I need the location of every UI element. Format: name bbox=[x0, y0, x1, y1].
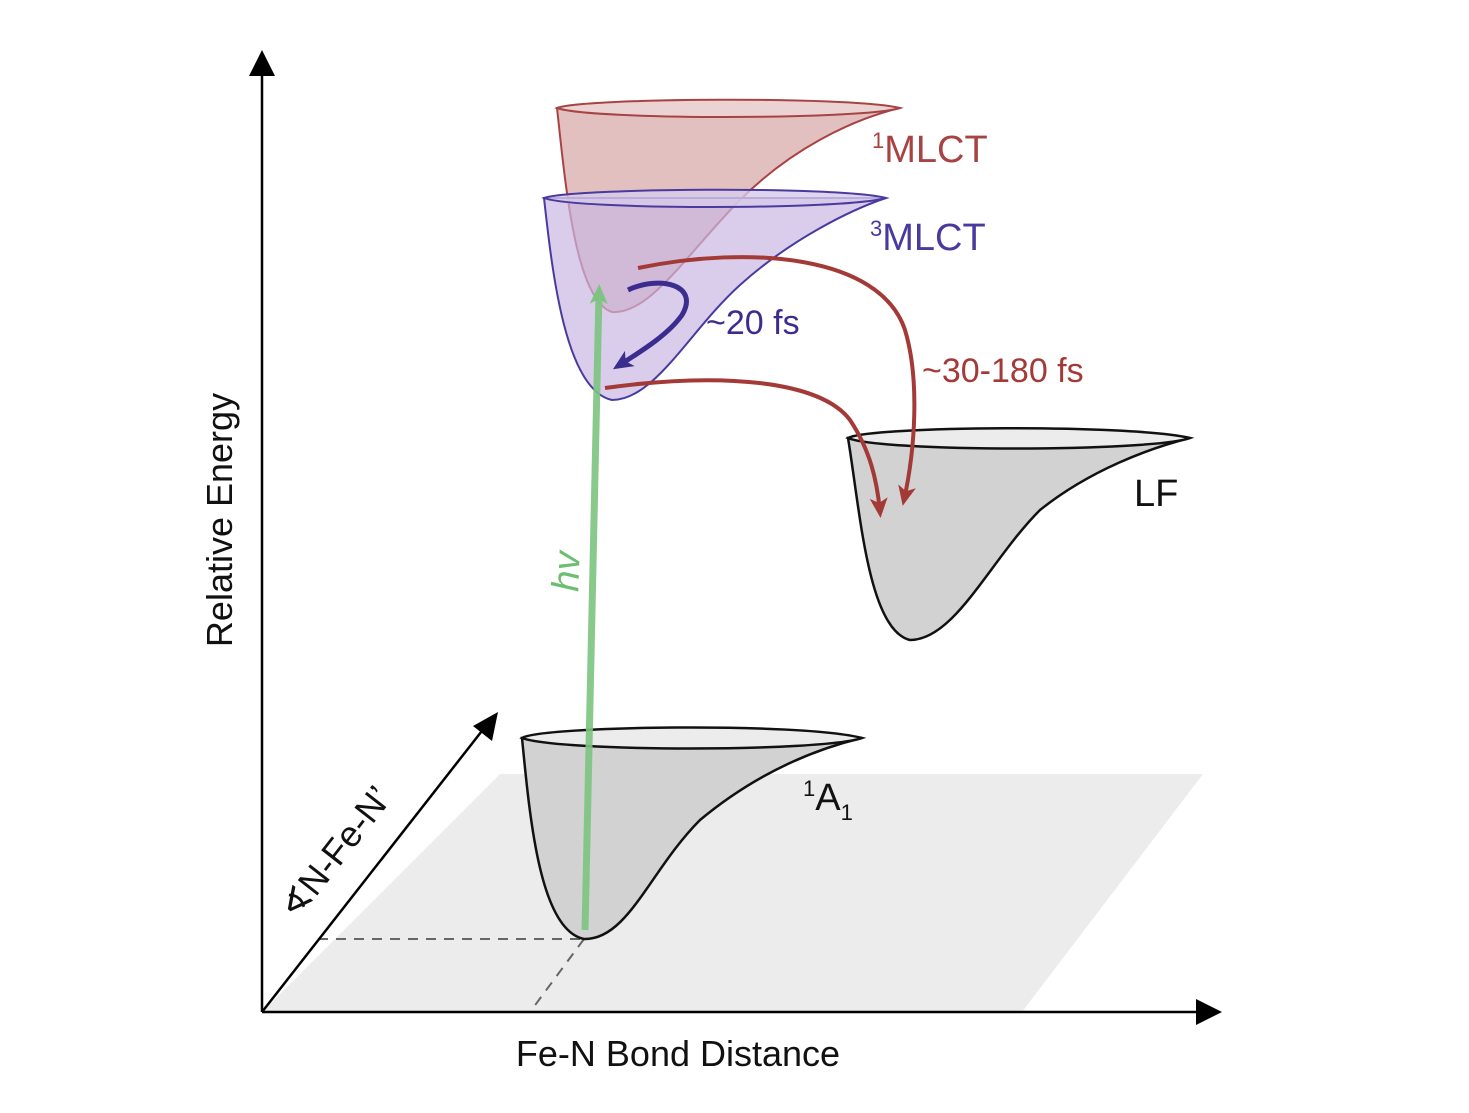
label-1a1-sup: 1 bbox=[803, 776, 815, 801]
y-axis-label: Relative Energy bbox=[199, 393, 240, 647]
well-1a1 bbox=[519, 726, 867, 941]
x-axis-arrowhead bbox=[1196, 999, 1222, 1025]
well-1a1-body bbox=[520, 736, 863, 941]
excitation-arrow bbox=[581, 284, 608, 931]
well-3mlct bbox=[541, 188, 890, 402]
well-lf-body bbox=[846, 436, 1191, 642]
relaxation-arrow-upper bbox=[637, 255, 917, 506]
label-1mlct-sup: 1 bbox=[872, 128, 884, 153]
label-1a1-name: A bbox=[815, 777, 841, 819]
z-axis-arrowhead bbox=[473, 712, 498, 741]
label-3mlct: 3MLCT bbox=[870, 216, 986, 259]
isc-arrow bbox=[612, 280, 689, 370]
y-axis-arrowhead bbox=[249, 50, 275, 76]
well-lf bbox=[845, 426, 1195, 642]
label-1a1: 1A1 bbox=[803, 776, 853, 825]
x-axis-label: Fe-N Bond Distance bbox=[516, 1033, 840, 1074]
z-axis bbox=[261, 726, 486, 1013]
relaxation-label: ~30-180 fs bbox=[922, 352, 1084, 390]
label-1mlct: 1MLCT bbox=[872, 128, 988, 171]
relaxation-arrow-lower bbox=[604, 378, 888, 518]
well-1a1-rim bbox=[519, 726, 867, 750]
label-1a1-sub: 1 bbox=[841, 800, 853, 825]
well-3mlct-body bbox=[542, 197, 887, 402]
label-lf: LF bbox=[1134, 473, 1178, 515]
label-3mlct-name: MLCT bbox=[882, 217, 985, 259]
floor-plane bbox=[262, 774, 1203, 1012]
excitation-label: hv bbox=[545, 549, 588, 593]
well-1mlct-rim bbox=[554, 98, 904, 118]
dashed-guide-diagonal bbox=[529, 938, 585, 1013]
label-1mlct-name: MLCT bbox=[884, 129, 987, 171]
well-lf-rim bbox=[845, 426, 1195, 450]
well-3mlct-rim bbox=[541, 188, 890, 208]
label-3mlct-sup: 3 bbox=[870, 216, 882, 241]
isc-label: ~20 fs bbox=[706, 304, 800, 342]
